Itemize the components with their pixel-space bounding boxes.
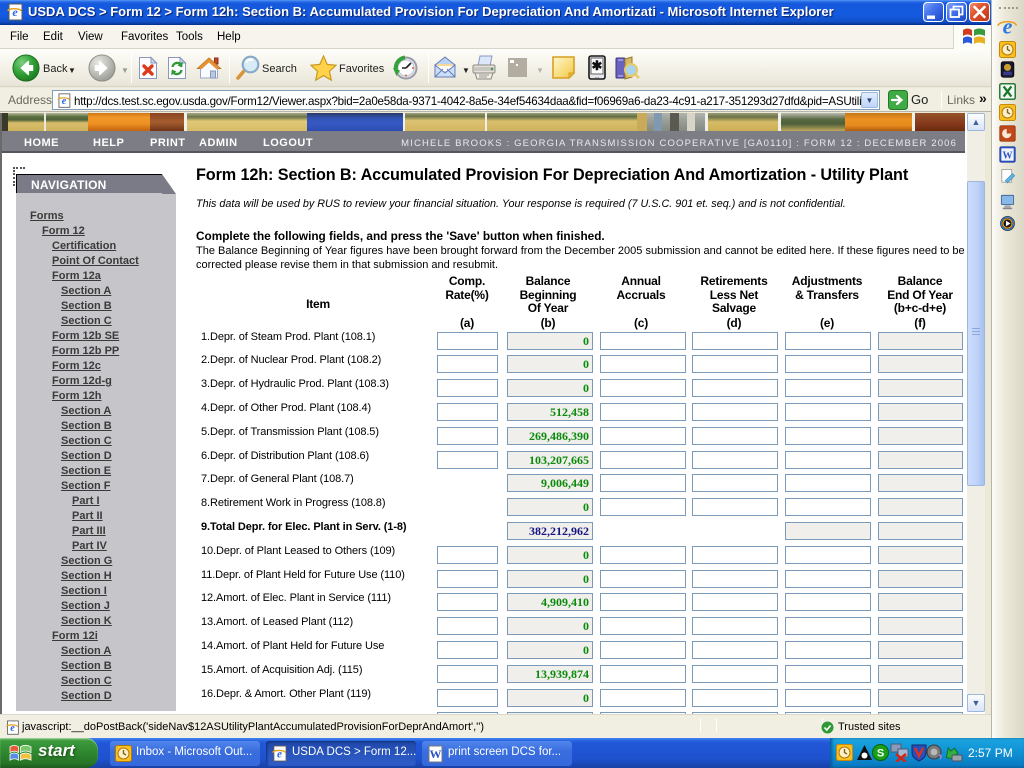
- svg-text:W: W: [1002, 150, 1012, 161]
- svg-text:e: e: [277, 748, 282, 760]
- svg-text:W: W: [430, 747, 442, 761]
- svg-text:e: e: [1003, 15, 1013, 38]
- svg-text:e: e: [62, 96, 67, 107]
- svg-text:✱: ✱: [592, 58, 603, 73]
- svg-text:e: e: [12, 5, 18, 19]
- svg-text:S: S: [877, 748, 884, 760]
- svg-text:e: e: [10, 723, 15, 734]
- svg-text:...: ...: [594, 74, 599, 80]
